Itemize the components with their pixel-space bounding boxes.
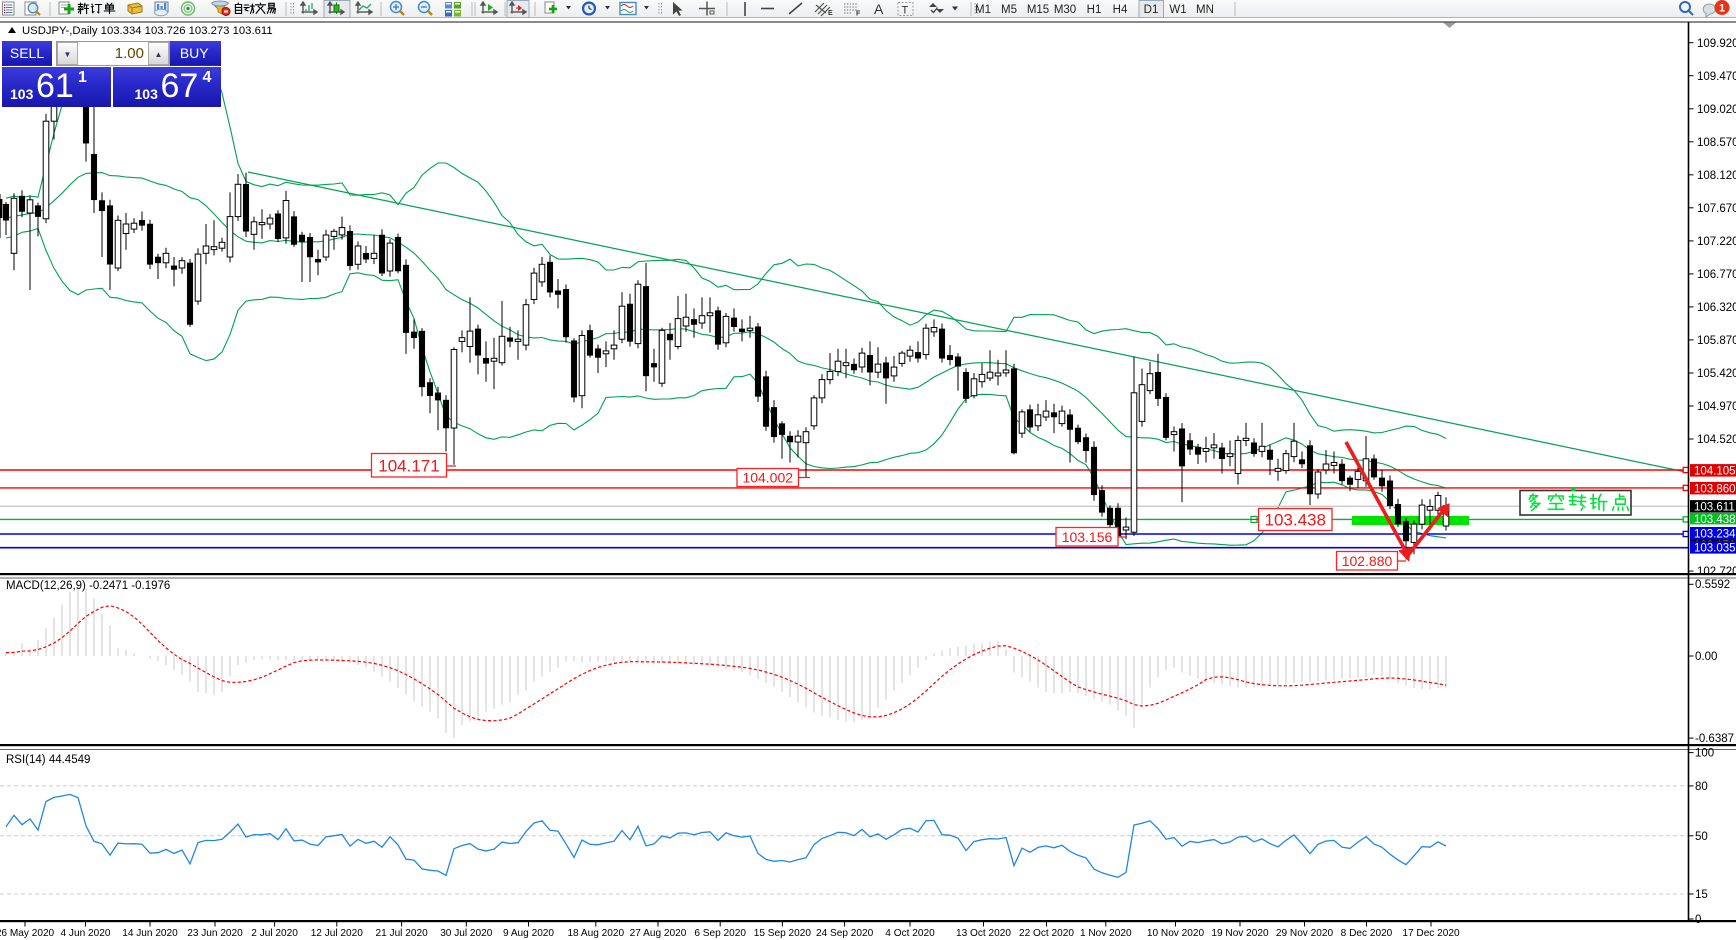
svg-text:-0.6387: -0.6387 xyxy=(1695,733,1734,745)
svg-text:24 Sep 2020: 24 Sep 2020 xyxy=(816,928,874,939)
svg-text:27 Aug 2020: 27 Aug 2020 xyxy=(630,928,687,939)
svg-text:102.880: 102.880 xyxy=(1342,553,1393,569)
svg-text:E: E xyxy=(828,10,833,17)
svg-text:MACD(12,26,9) -0.2471 -0.1976: MACD(12,26,9) -0.2471 -0.1976 xyxy=(6,580,170,592)
svg-text:103.438: 103.438 xyxy=(1265,511,1326,530)
svg-text:21 Jul 2020: 21 Jul 2020 xyxy=(375,928,428,939)
svg-text:H1: H1 xyxy=(1087,4,1102,16)
svg-text:109.470: 109.470 xyxy=(1697,71,1736,83)
svg-text:0.5592: 0.5592 xyxy=(1695,579,1730,591)
svg-text:6 Sep 2020: 6 Sep 2020 xyxy=(694,928,746,939)
svg-text:105.420: 105.420 xyxy=(1697,368,1736,380)
svg-text:W1: W1 xyxy=(1169,4,1186,16)
svg-text:104.171: 104.171 xyxy=(378,456,439,475)
svg-text:M1: M1 xyxy=(975,4,991,16)
svg-text:102.720: 102.720 xyxy=(1697,566,1736,578)
svg-text:109.920: 109.920 xyxy=(1697,38,1736,50)
svg-text:107.220: 107.220 xyxy=(1697,236,1736,248)
svg-text:26 May 2020: 26 May 2020 xyxy=(0,928,55,939)
svg-text:104.970: 104.970 xyxy=(1697,401,1736,413)
svg-text:13 Oct 2020: 13 Oct 2020 xyxy=(956,928,1011,939)
svg-text:RSI(14) 44.4549: RSI(14) 44.4549 xyxy=(6,754,90,766)
svg-text:23 Jun 2020: 23 Jun 2020 xyxy=(187,928,243,939)
svg-text:12 Jul 2020: 12 Jul 2020 xyxy=(311,928,364,939)
svg-text:105.870: 105.870 xyxy=(1697,335,1736,347)
svg-text:103.234: 103.234 xyxy=(1694,528,1736,540)
svg-text:22 Oct 2020: 22 Oct 2020 xyxy=(1019,928,1074,939)
svg-text:103.156: 103.156 xyxy=(1062,529,1113,545)
svg-text:104.520: 104.520 xyxy=(1697,434,1736,446)
svg-text:9 Aug 2020: 9 Aug 2020 xyxy=(503,928,554,939)
svg-text:H4: H4 xyxy=(1113,4,1128,16)
svg-text:1: 1 xyxy=(1719,3,1725,15)
svg-text:17 Dec 2020: 17 Dec 2020 xyxy=(1402,928,1460,939)
svg-text:10 Nov 2020: 10 Nov 2020 xyxy=(1147,928,1205,939)
svg-text:106.320: 106.320 xyxy=(1697,302,1736,314)
svg-text:103.035: 103.035 xyxy=(1694,543,1736,555)
svg-text:4 Jun 2020: 4 Jun 2020 xyxy=(61,928,111,939)
svg-text:107.670: 107.670 xyxy=(1697,203,1736,215)
svg-text:M15: M15 xyxy=(1027,4,1049,16)
svg-text:T: T xyxy=(902,5,909,17)
svg-text:8 Dec 2020: 8 Dec 2020 xyxy=(1341,928,1393,939)
svg-text:A: A xyxy=(874,1,884,17)
svg-text:80: 80 xyxy=(1695,781,1708,793)
svg-text:0: 0 xyxy=(1695,914,1701,926)
svg-text:MN: MN xyxy=(1196,4,1214,16)
svg-text:15 Sep 2020: 15 Sep 2020 xyxy=(754,928,812,939)
svg-text:18 Aug 2020: 18 Aug 2020 xyxy=(567,928,624,939)
svg-text:19 Nov 2020: 19 Nov 2020 xyxy=(1211,928,1269,939)
svg-text:F: F xyxy=(856,11,861,18)
svg-text:D1: D1 xyxy=(1144,4,1159,16)
svg-text:M5: M5 xyxy=(1001,4,1017,16)
svg-text:M30: M30 xyxy=(1054,4,1076,16)
svg-text:108.120: 108.120 xyxy=(1697,170,1736,182)
svg-text:USDJPY-,Daily 103.334 103.726: USDJPY-,Daily 103.334 103.726 103.273 10… xyxy=(22,25,273,37)
svg-text:2 Jul 2020: 2 Jul 2020 xyxy=(251,928,298,939)
svg-text:103.611: 103.611 xyxy=(1694,502,1735,514)
svg-text:0.00: 0.00 xyxy=(1695,651,1717,663)
svg-text:104.002: 104.002 xyxy=(742,470,793,486)
svg-text:100: 100 xyxy=(1695,748,1714,760)
svg-text:14 Jun 2020: 14 Jun 2020 xyxy=(122,928,178,939)
svg-text:30 Jul 2020: 30 Jul 2020 xyxy=(440,928,493,939)
svg-text:50: 50 xyxy=(1695,831,1708,843)
svg-text:103.860: 103.860 xyxy=(1694,483,1736,495)
svg-text:104.105: 104.105 xyxy=(1694,466,1736,478)
svg-text:4 Oct 2020: 4 Oct 2020 xyxy=(885,928,935,939)
svg-text:109.020: 109.020 xyxy=(1697,104,1736,116)
svg-text:29 Nov 2020: 29 Nov 2020 xyxy=(1276,928,1334,939)
svg-text:106.770: 106.770 xyxy=(1697,269,1736,281)
svg-text:15: 15 xyxy=(1695,889,1708,901)
svg-text:103.438: 103.438 xyxy=(1694,514,1736,526)
svg-text:1 Nov 2020: 1 Nov 2020 xyxy=(1080,928,1132,939)
svg-text:108.570: 108.570 xyxy=(1697,137,1736,149)
